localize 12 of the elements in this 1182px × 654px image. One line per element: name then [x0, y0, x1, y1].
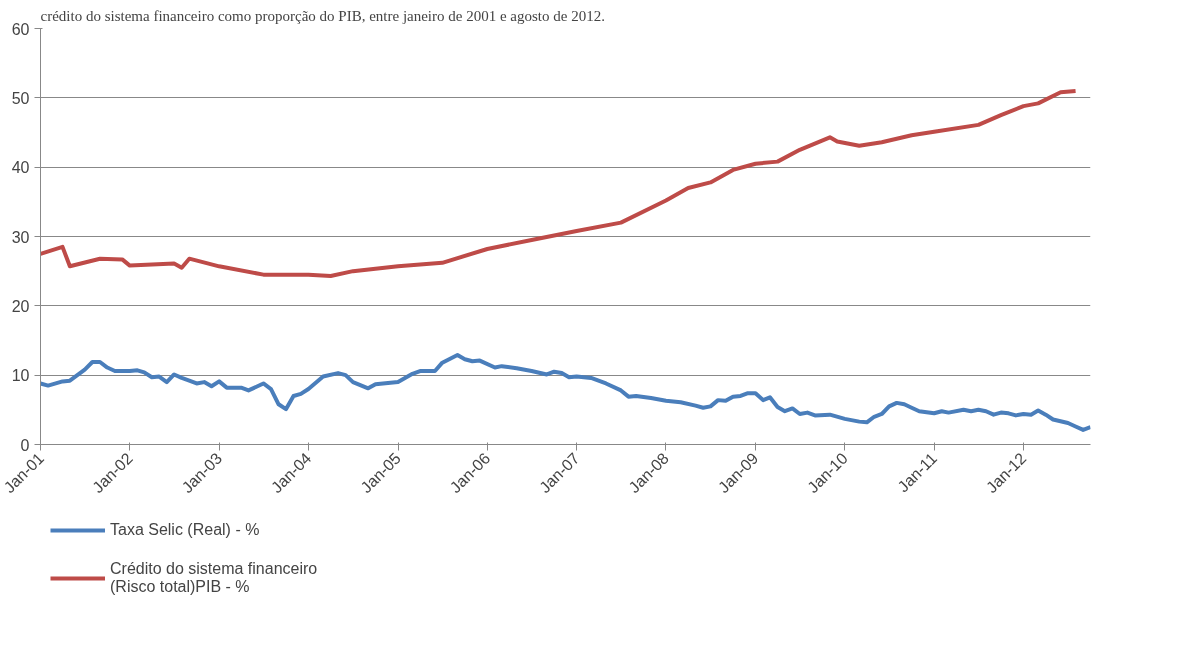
y-tick-label: 10: [11, 367, 30, 385]
line-series: [40, 353, 1091, 432]
y-tick-label: 40: [11, 159, 30, 177]
chart-title: crédito do sistema financeiro como proporção do PIB, entre janeiro de 2001 e agosto de 2012.: [40, 7, 605, 24]
legend-label: Crédito do sistema financeiro (Risco total)PIB - %: [110, 560, 318, 596]
y-tick-label: 0: [20, 436, 30, 454]
y-tick-label: 30: [11, 228, 30, 246]
legend-label: Taxa Selic (Real) - %: [110, 521, 260, 539]
y-tick-label: 60: [11, 20, 30, 38]
line-series: [40, 88, 1078, 279]
y-tick-label: 50: [11, 89, 30, 107]
y-tick-label: 20: [11, 297, 30, 315]
